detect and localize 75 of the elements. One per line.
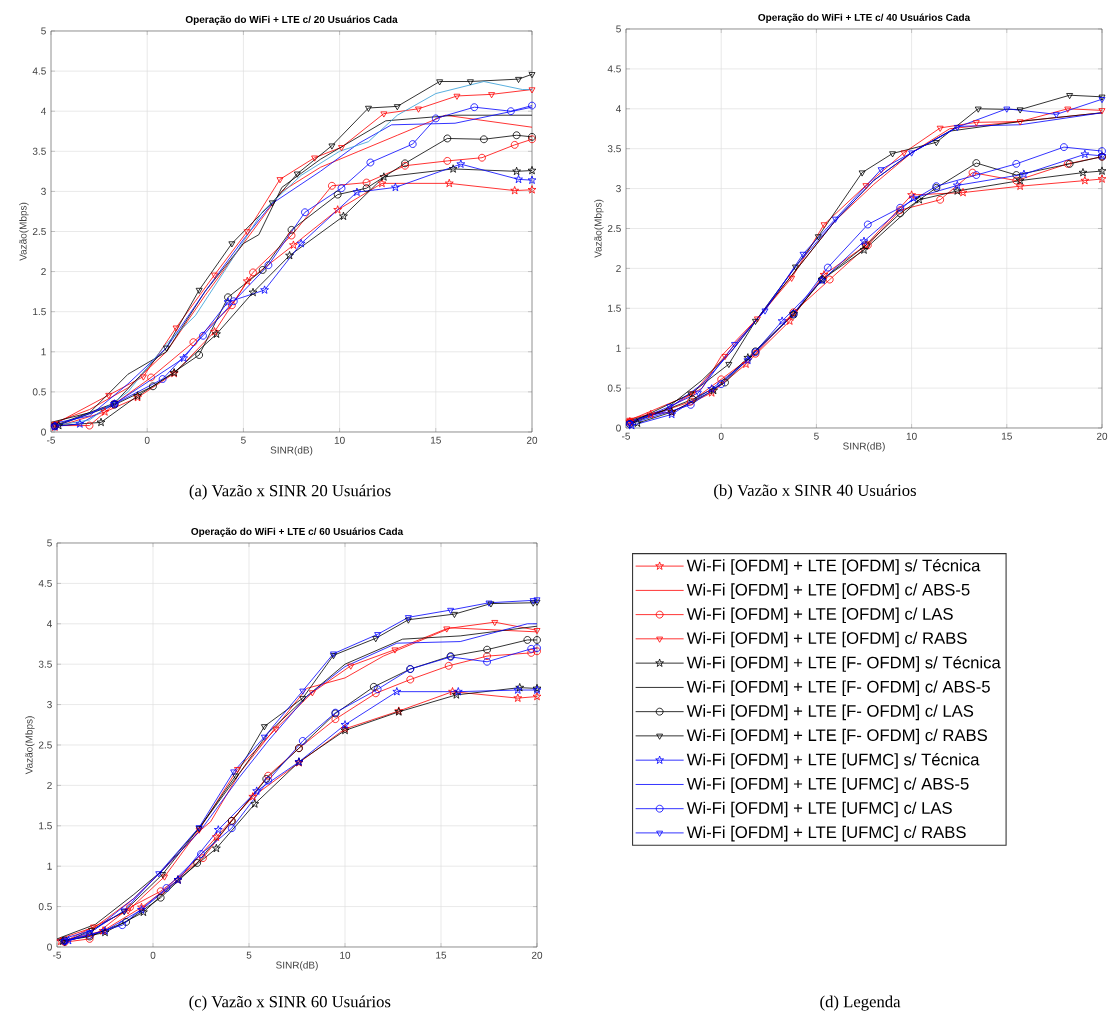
x-tick-label: 20 [526,436,538,444]
legend-label: Wi-Fi [OFDM] + LTE [OFDM] c/ ABS-5 [686,583,970,599]
x-tick-label: 0 [718,432,724,440]
x-tick-label: 15 [436,951,447,959]
legend-label: Wi-Fi [OFDM] + LTE [UFMC] c/ RABS [686,825,966,842]
y-tick-label: 2.5 [607,224,621,233]
y-tick-label: 4.5 [32,67,46,75]
y-axis-title: Vazão(Mbps) [594,199,604,258]
y-tick-label: 5 [47,539,52,547]
y-tick-label: 1.5 [39,822,52,830]
x-tick-label: 20 [1096,432,1108,440]
y-tick-label: 2 [616,264,621,272]
x-tick-label: 10 [340,951,351,959]
y-tick-label: 2 [41,268,46,276]
y-axis-title: Vazão(Mbps) [25,716,35,775]
x-tick-label: 0 [144,436,150,444]
text: (b) Vazão x SINR 40 Usuários [714,484,916,500]
x-axis-title: SINR(dB) [843,442,885,452]
x-axis-title: SINR(dB) [270,446,313,456]
y-tick-label: 1.5 [33,308,46,316]
x-tick-label: 5 [241,436,246,444]
x-tick-label: -5 [622,432,631,440]
x-tick-label: 10 [334,436,345,444]
y-tick-label: 3.5 [32,147,46,155]
x-tick-label: 20 [531,951,543,959]
x-tick-label: 10 [906,432,917,440]
y-tick-label: 2 [47,781,52,789]
text: (a) Vazão x SINR 20 Usuários [189,484,391,500]
y-tick-label: 0 [47,943,52,951]
y-tick-label: 4.5 [38,579,52,587]
legend-label: Wi-Fi [OFDM] + LTE [F- OFDM] c/ RABS [686,728,988,745]
y-tick-label: 4.5 [607,65,621,73]
x-tick-label: 5 [246,951,252,959]
text: (c) Vazão x SINR 60 Usuários [189,995,391,1011]
y-tick-label: 1 [616,344,621,352]
y-tick-label: 4 [615,105,621,113]
legend-label: Wi-Fi [OFDM] + LTE [OFDM] c/ RABS [686,631,967,648]
y-tick-label: 5 [41,27,46,35]
y-tick-label: 4 [46,620,52,628]
legend-label: Wi-Fi [OFDM] + LTE [OFDM] c/ LAS [686,607,953,624]
legend-label: Wi-Fi [OFDM] + LTE [UFMC] c/ ABS-5 [686,777,969,793]
legend-label: Wi-Fi [OFDM] + LTE [F- OFDM] c/ LAS [686,704,974,721]
x-tick-label: -5 [47,436,56,444]
legend-label: Wi-Fi [OFDM] + LTE [UFMC] s/ Técnica [686,753,980,769]
x-axis-title: SINR(dB) [276,961,318,971]
y-axis-title: Vazão(Mbps) [19,202,29,261]
y-tick-label: 1 [47,862,52,870]
y-tick-label: 5 [616,25,621,33]
legend-label: Wi-Fi [OFDM] + LTE [F- OFDM] s/ Técnica [686,655,1001,672]
y-tick-label: 0.5 [38,903,52,911]
y-tick-label: 2.5 [38,741,52,749]
legend-label: Wi-Fi [OFDM] + LTE [UFMC] c/ LAS [686,801,952,818]
x-tick-label: -5 [53,951,62,959]
y-tick-label: 0.5 [607,384,621,392]
chart-title: Operação do WiFi + LTE c/ 60 Usuários Cada [191,527,404,537]
chart-title: Operação do WiFi + LTE c/ 40 Usuários Cada [758,13,971,23]
chart-title: Operação do WiFi + LTE c/ 20 Usuários Cada [185,15,398,25]
y-tick-label: 3 [47,701,52,709]
text: (d) Legenda [820,995,901,1011]
y-tick-label: 3.5 [607,145,621,153]
legend-label: Wi-Fi [OFDM] + LTE [F- OFDM] c/ ABS-5 [686,680,990,696]
legend-label: Wi-Fi [OFDM] + LTE [OFDM] s/ Técnica [686,558,981,575]
y-tick-label: 4 [40,107,46,115]
y-tick-label: 2.5 [32,227,46,236]
y-tick-label: 1 [41,348,46,356]
y-tick-label: 3.5 [38,660,52,668]
y-tick-label: 3 [616,185,621,193]
x-tick-label: 0 [150,951,156,959]
x-tick-label: 15 [431,436,441,444]
y-tick-label: 1.5 [608,304,621,312]
x-tick-label: 15 [1001,432,1012,440]
y-tick-label: 0.5 [32,388,46,396]
x-tick-label: 5 [814,432,819,440]
y-tick-label: 3 [41,187,46,195]
y-tick-label: 0 [616,424,621,432]
